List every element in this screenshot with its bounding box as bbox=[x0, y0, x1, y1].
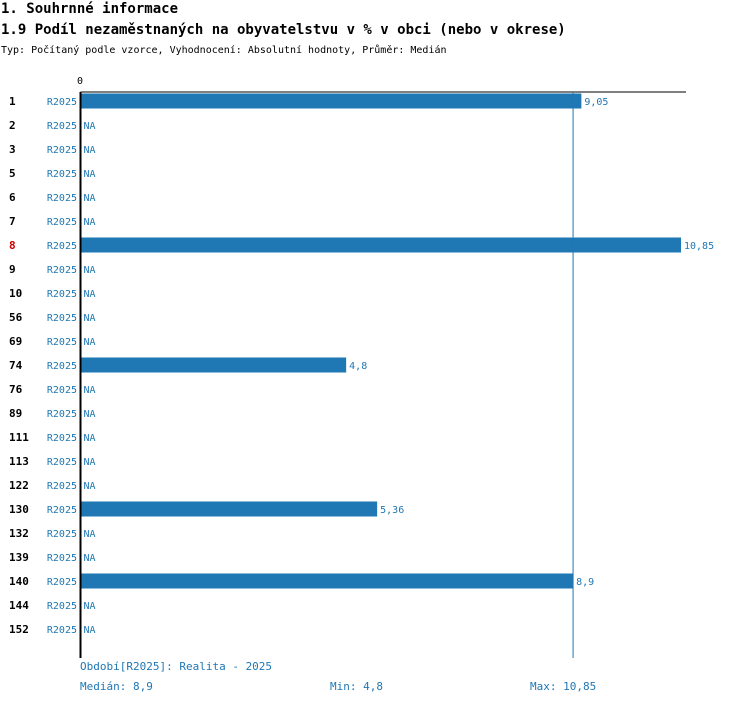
value-label: NA bbox=[84, 481, 96, 492]
value-label: 5,36 bbox=[380, 505, 404, 516]
series-label: R2025 bbox=[47, 337, 77, 348]
value-label: NA bbox=[84, 385, 96, 396]
bar bbox=[80, 573, 574, 589]
series-label: R2025 bbox=[47, 361, 77, 372]
x-axis-zero-label: 0 bbox=[77, 76, 83, 87]
category-label: 6 bbox=[9, 191, 16, 204]
section-heading: 1. Souhrnné informace bbox=[1, 1, 179, 17]
category-label: 132 bbox=[9, 527, 29, 540]
category-label: 152 bbox=[9, 623, 29, 636]
value-label: NA bbox=[84, 121, 96, 132]
category-label: 69 bbox=[9, 335, 22, 348]
category-label: 7 bbox=[9, 215, 16, 228]
value-label: NA bbox=[84, 625, 96, 636]
category-label: 140 bbox=[9, 575, 29, 588]
bar bbox=[80, 237, 681, 253]
series-label: R2025 bbox=[47, 289, 77, 300]
category-label: 5 bbox=[9, 167, 16, 180]
value-label: NA bbox=[84, 529, 96, 540]
value-label: NA bbox=[84, 601, 96, 612]
series-label: R2025 bbox=[47, 145, 77, 156]
series-label: R2025 bbox=[47, 241, 77, 252]
series-label: R2025 bbox=[47, 505, 77, 516]
series-label: R2025 bbox=[47, 217, 77, 228]
bar bbox=[80, 357, 347, 373]
footer-min: Min: 4,8 bbox=[330, 680, 383, 693]
category-label: 8 bbox=[9, 239, 16, 252]
bar bbox=[80, 501, 378, 517]
series-label: R2025 bbox=[47, 433, 77, 444]
series-label: R2025 bbox=[47, 121, 77, 132]
value-label: NA bbox=[84, 145, 96, 156]
category-label: 139 bbox=[9, 551, 29, 564]
value-label: NA bbox=[84, 289, 96, 300]
series-label: R2025 bbox=[47, 457, 77, 468]
category-label: 89 bbox=[9, 407, 22, 420]
footer-period: Období[R2025]: Realita - 2025 bbox=[80, 660, 273, 673]
value-label: NA bbox=[84, 409, 96, 420]
series-label: R2025 bbox=[47, 169, 77, 180]
category-label: 144 bbox=[9, 599, 29, 612]
value-label: NA bbox=[84, 193, 96, 204]
value-label: NA bbox=[84, 265, 96, 276]
chart-title: 1.9 Podíl nezaměstnaných na obyvatelstvu… bbox=[1, 22, 566, 38]
series-label: R2025 bbox=[47, 601, 77, 612]
category-label: 130 bbox=[9, 503, 29, 516]
value-label: NA bbox=[84, 337, 96, 348]
category-label: 9 bbox=[9, 263, 16, 276]
value-label: 8,9 bbox=[576, 577, 594, 588]
series-label: R2025 bbox=[47, 409, 77, 420]
value-label: NA bbox=[84, 553, 96, 564]
value-label: 9,05 bbox=[584, 97, 608, 108]
series-label: R2025 bbox=[47, 529, 77, 540]
series-label: R2025 bbox=[47, 385, 77, 396]
category-label: 76 bbox=[9, 383, 23, 396]
category-label: 122 bbox=[9, 479, 29, 492]
value-label: 10,85 bbox=[684, 241, 714, 252]
series-label: R2025 bbox=[47, 625, 77, 636]
category-label: 113 bbox=[9, 455, 29, 468]
category-label: 74 bbox=[9, 359, 23, 372]
value-label: NA bbox=[84, 433, 96, 444]
value-label: NA bbox=[84, 217, 96, 228]
value-label: NA bbox=[84, 169, 96, 180]
series-label: R2025 bbox=[47, 97, 77, 108]
category-label: 10 bbox=[9, 287, 22, 300]
value-label: NA bbox=[84, 313, 96, 324]
bar bbox=[80, 93, 582, 109]
footer-max: Max: 10,85 bbox=[530, 680, 597, 693]
series-label: R2025 bbox=[47, 577, 77, 588]
series-label: R2025 bbox=[47, 553, 77, 564]
series-label: R2025 bbox=[47, 481, 77, 492]
category-label: 3 bbox=[9, 143, 16, 156]
category-label: 56 bbox=[9, 311, 23, 324]
category-label: 111 bbox=[9, 431, 29, 444]
category-label: 1 bbox=[9, 95, 16, 108]
series-label: R2025 bbox=[47, 265, 77, 276]
category-label: 2 bbox=[9, 119, 16, 132]
chart-meta: Typ: Počítaný podle vzorce, Vyhodnocení:… bbox=[1, 45, 447, 56]
value-label: 4,8 bbox=[349, 361, 367, 372]
footer-median: Medián: 8,9 bbox=[80, 680, 153, 693]
value-label: NA bbox=[84, 457, 96, 468]
series-label: R2025 bbox=[47, 193, 77, 204]
series-label: R2025 bbox=[47, 313, 77, 324]
